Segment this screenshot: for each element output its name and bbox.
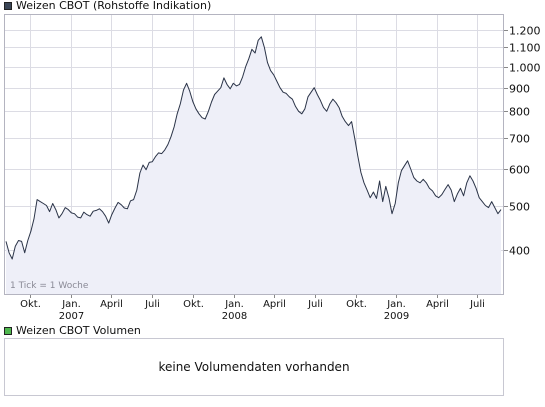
volume-panel: keine Volumendaten vorhanden [4, 338, 504, 396]
y-tick-label: 400 [509, 245, 530, 258]
volume-legend: Weizen CBOT Volumen [4, 325, 141, 337]
y-tick-label: 800 [509, 106, 530, 119]
y-tick-label: 700 [509, 133, 530, 146]
series-line [5, 36, 502, 260]
x-tick-label: Okt. [20, 299, 41, 310]
y-tick-label: 1.200 [509, 25, 541, 38]
volume-legend-swatch [4, 327, 12, 335]
y-tick-label: 900 [509, 83, 530, 96]
y-tick-label: 1.000 [509, 62, 541, 75]
y-tick-label: 500 [509, 201, 530, 214]
x-year-label: 2007 [59, 311, 84, 322]
price-legend-swatch [4, 2, 12, 10]
no-volume-message: keine Volumendaten vorhanden [158, 360, 350, 374]
x-tick-label: April [100, 299, 123, 310]
x-tick-label: Okt. [183, 299, 204, 310]
x-tick-label: Juli [469, 299, 485, 310]
x-tick-label: Jan. [386, 299, 406, 310]
x-year-label: 2009 [384, 311, 409, 322]
price-legend-label: Weizen CBOT (Rohstoffe Indikation) [16, 0, 212, 12]
x-tick-label: Juli [307, 299, 323, 310]
y-tick-label: 1.100 [509, 42, 541, 55]
x-tick-label: Juli [144, 299, 160, 310]
series-area-fill [6, 36, 501, 296]
x-tick-label: Okt. [346, 299, 367, 310]
x-tick-label: Jan. [224, 299, 244, 310]
volume-legend-label: Weizen CBOT Volumen [16, 324, 141, 337]
plot-frame [4, 14, 504, 295]
x-tick-label: Jan. [61, 299, 81, 310]
x-tick-label: April [426, 299, 449, 310]
price-legend: Weizen CBOT (Rohstoffe Indikation) [4, 0, 211, 12]
tick-note: 1 Tick = 1 Woche [10, 281, 89, 291]
x-tick-label: April [263, 299, 286, 310]
y-tick-label: 600 [509, 164, 530, 177]
x-year-label: 2008 [222, 311, 247, 322]
